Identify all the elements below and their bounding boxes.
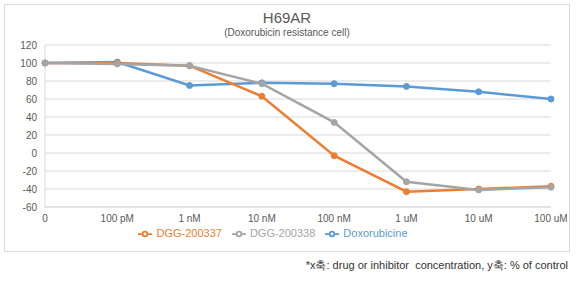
- html-text:Doxorubicine: Doxorubicine: [343, 227, 408, 239]
- html-text:*x축: drug or inhibitor concent: *x축: drug or inhibitor concentration, y축…: [305, 259, 568, 271]
- svg-text:100 uM: 100 uM: [534, 213, 567, 224]
- svg-text:100 pM: 100 pM: [101, 213, 134, 224]
- svg-text:-60: -60: [23, 202, 38, 213]
- svg-text:-40: -40: [23, 184, 38, 195]
- html-text:DGG-200337: DGG-200337: [156, 227, 222, 239]
- svg-text:-20: -20: [23, 166, 38, 177]
- svg-text:100 nM: 100 nM: [317, 213, 350, 224]
- html-text:(Doxorubicin resistance cell): (Doxorubicin resistance cell): [224, 27, 350, 38]
- svg-text:40: 40: [26, 112, 38, 123]
- svg-text:60: 60: [26, 94, 38, 105]
- svg-text:10 nM: 10 nM: [248, 213, 276, 224]
- svg-text:0: 0: [42, 213, 48, 224]
- svg-text:1 uM: 1 uM: [395, 213, 417, 224]
- html-text:DGG-200338: DGG-200338: [249, 227, 316, 239]
- svg-text:1 nM: 1 nM: [178, 213, 200, 224]
- html-text:H69AR: H69AR: [262, 9, 312, 26]
- svg-text:10 uM: 10 uM: [465, 213, 493, 224]
- svg-text:120: 120: [20, 40, 37, 51]
- svg-text:20: 20: [26, 130, 38, 141]
- svg-text:80: 80: [26, 76, 38, 87]
- svg-text:0: 0: [31, 148, 37, 159]
- svg-text:100: 100: [20, 58, 37, 69]
